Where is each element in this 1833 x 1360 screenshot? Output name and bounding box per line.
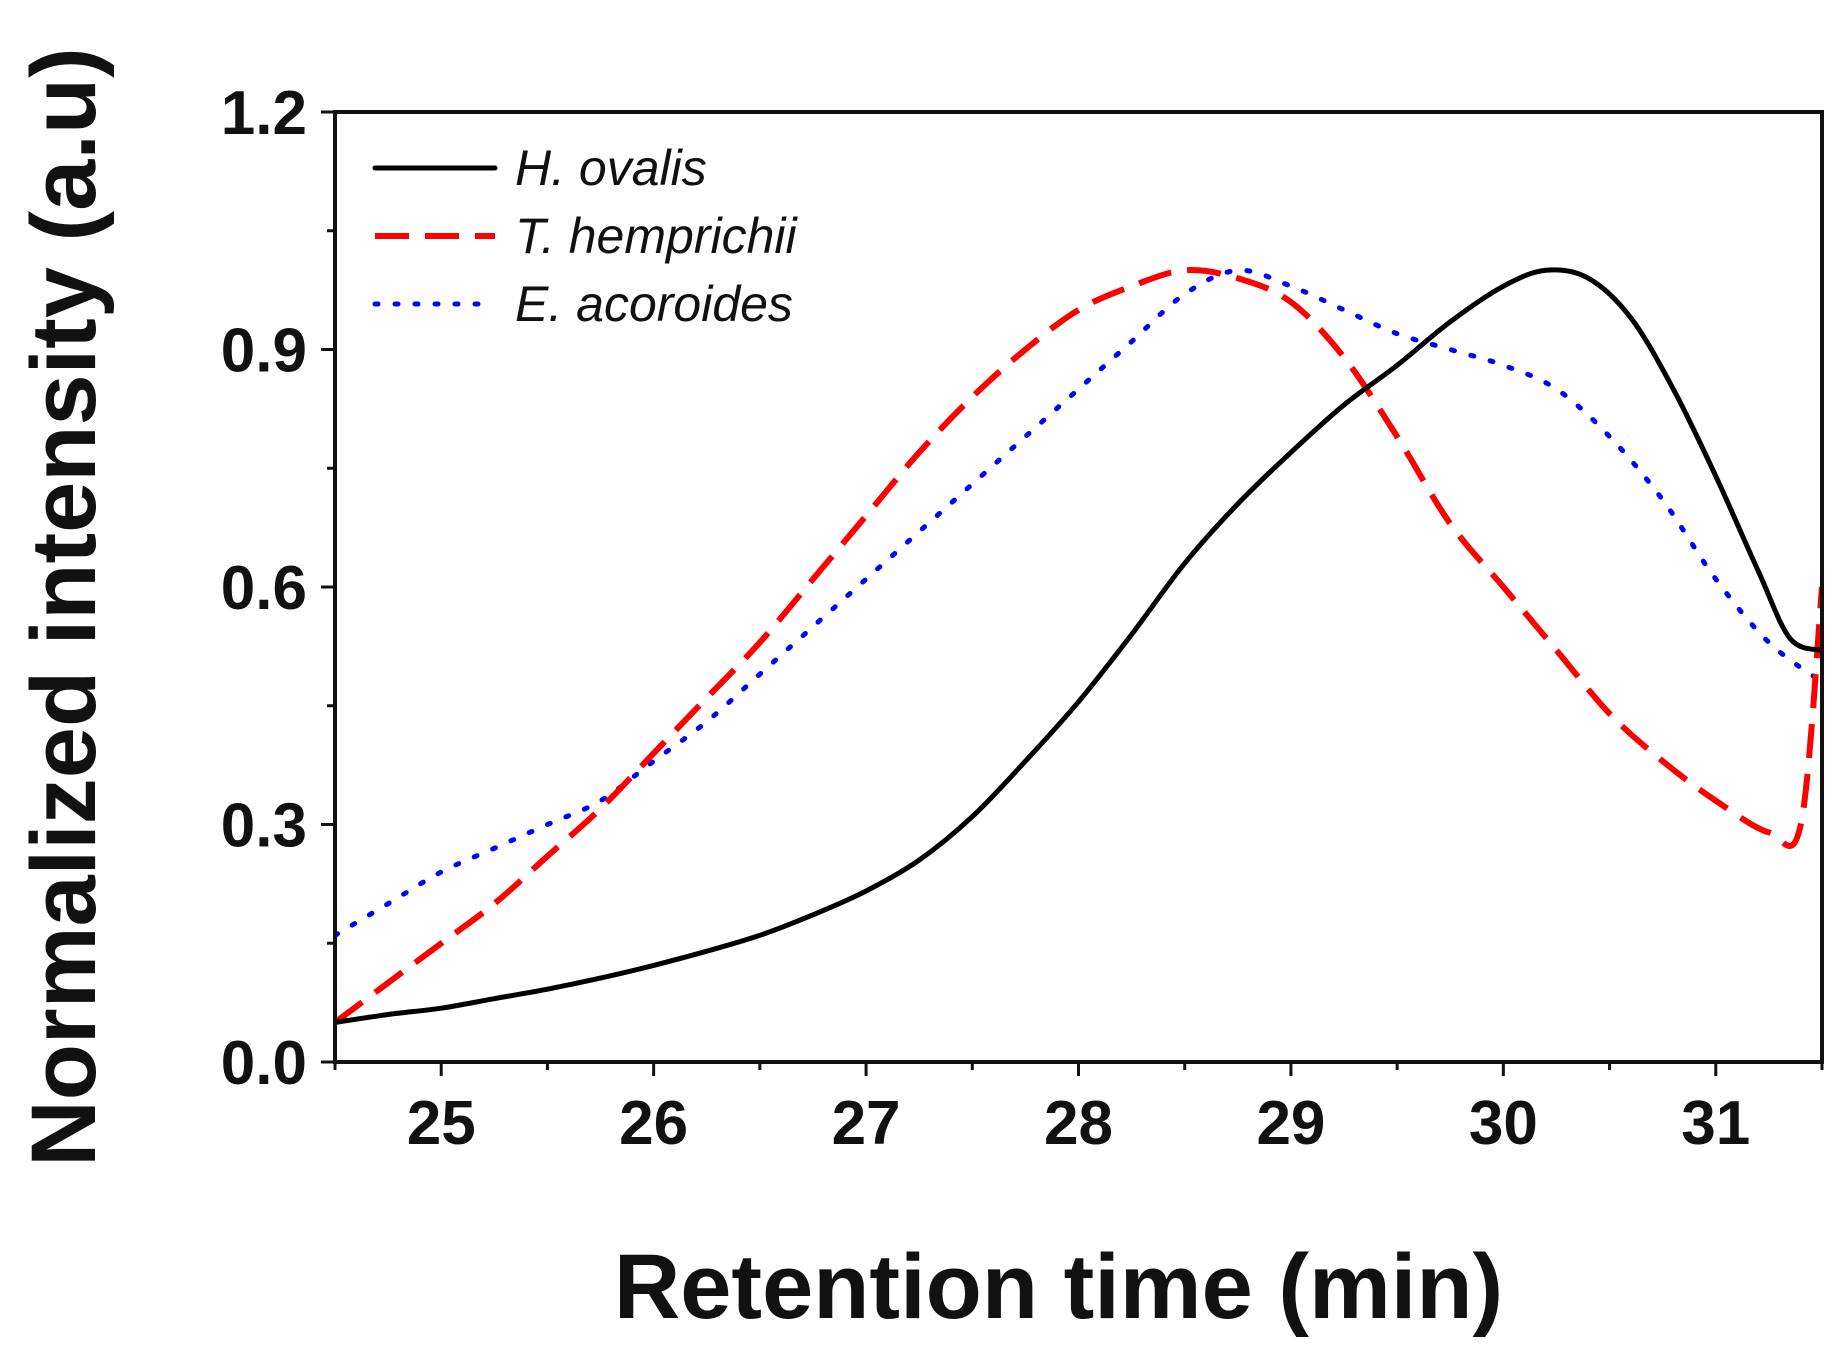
x-tick-label: 30 — [1469, 1089, 1538, 1158]
y-tick-label: 0.3 — [221, 792, 307, 861]
x-tick-label: 31 — [1681, 1089, 1750, 1158]
legend-label-h-ovalis: H. ovalis — [515, 140, 707, 196]
x-tick-label: 28 — [1044, 1089, 1113, 1158]
y-tick-label: 0.6 — [221, 554, 307, 623]
x-tick-label: 25 — [407, 1089, 476, 1158]
x-axis-title: Retention time (min) — [614, 1236, 1503, 1338]
series-line-t-hemprichii — [335, 267, 1822, 1025]
y-tick-label: 1.2 — [221, 79, 307, 148]
y-tick-label: 0.9 — [221, 317, 307, 386]
legend-label-e-acoroides: E. acoroides — [515, 276, 793, 332]
series-line-e-acoroides — [335, 267, 1822, 938]
series-line-h-ovalis — [335, 267, 1822, 1025]
legend-label-t-hemprichii: T. hemprichii — [515, 208, 798, 264]
x-tick-label: 27 — [832, 1089, 901, 1158]
series-group — [335, 267, 1822, 1025]
x-tick-label: 29 — [1256, 1089, 1325, 1158]
y-axis-title: Normalized intensity (a.u) — [13, 47, 115, 1167]
legend: H. ovalis T. hemprichii E. acoroides — [372, 140, 798, 332]
x-tick-label: 26 — [619, 1089, 688, 1158]
y-tick-label: 0.0 — [221, 1029, 307, 1098]
